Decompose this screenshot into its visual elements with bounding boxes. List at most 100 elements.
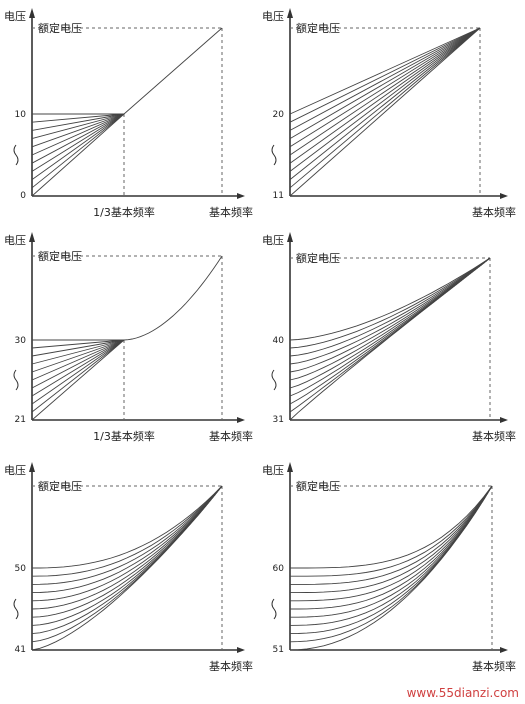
vf-pattern-curve — [290, 485, 493, 618]
pattern-top-tick: 30 — [15, 336, 27, 346]
vf-pattern-curve — [31, 113, 125, 172]
vf-pattern-curve — [31, 339, 125, 397]
x-axis-arrow — [500, 647, 508, 653]
vf-pattern-curve — [289, 257, 491, 357]
vf-common-line — [123, 27, 223, 115]
vf-pattern-curve — [31, 113, 125, 164]
vf-pattern-curve — [289, 257, 491, 341]
base-frequency-label: 基本频率 — [209, 205, 253, 219]
pattern-top-tick: 40 — [273, 336, 285, 346]
vf-pattern-curve — [289, 485, 493, 643]
vf-pattern-curve — [289, 485, 493, 651]
vf-pattern-curve — [289, 27, 481, 148]
x-axis-arrow — [500, 193, 508, 199]
rated-voltage-label: 额定电压 — [296, 21, 340, 35]
vf-pattern-curve — [31, 485, 223, 643]
vf-pattern-curve — [31, 339, 125, 357]
range-break-mark — [13, 369, 19, 391]
vf-pattern-curve — [31, 339, 125, 373]
vf-pattern-curve — [290, 485, 493, 602]
range-break-mark — [13, 144, 19, 166]
x-axis-arrow — [500, 417, 508, 423]
y-axis-arrow — [287, 462, 293, 472]
vf-pattern-curve — [31, 485, 223, 594]
vf-pattern-curve — [289, 257, 491, 373]
y-axis-label: 电压 — [262, 10, 284, 23]
base-frequency-label: 基本频率 — [472, 659, 516, 673]
vf-pattern-curve — [31, 113, 125, 123]
pattern-bottom-tick: 41 — [15, 645, 26, 655]
pattern-top-tick: 50 — [15, 564, 27, 574]
vf-pattern-curve — [289, 27, 481, 164]
vf-pattern-curve — [31, 339, 125, 365]
y-axis-arrow — [29, 232, 35, 242]
vf-pattern-curve — [31, 113, 125, 180]
rated-voltage-label: 额定电压 — [38, 21, 82, 35]
vf-pattern-curve — [289, 27, 481, 156]
vf-pattern-curve — [31, 113, 125, 140]
vf-pattern-curve — [289, 27, 481, 180]
rated-voltage-label: 额定电压 — [296, 479, 340, 493]
pattern-bottom-tick: 0 — [20, 191, 26, 201]
vf-pattern-curve — [289, 257, 491, 349]
third-base-frequency-label: 1/3基本频率 — [93, 205, 155, 219]
vf-pattern-curve — [290, 485, 493, 585]
y-axis-label: 电压 — [262, 234, 284, 247]
pattern-bottom-tick: 21 — [15, 415, 26, 425]
vf-pattern-curve — [289, 27, 481, 189]
vf-pattern-curve — [31, 113, 125, 131]
y-axis-label: 电压 — [4, 234, 26, 247]
base-frequency-label: 基本频率 — [209, 659, 253, 673]
vf-pattern-curve — [31, 339, 125, 381]
vf-pattern-curve — [31, 485, 223, 602]
pattern-bottom-tick: 31 — [273, 415, 284, 425]
rated-voltage-label: 额定电压 — [38, 479, 82, 493]
pattern-bottom-tick: 11 — [273, 191, 284, 201]
y-axis-arrow — [29, 462, 35, 472]
vf-pattern-curve — [31, 485, 223, 635]
vf-pattern-curve — [31, 113, 125, 156]
range-break-mark — [271, 369, 277, 391]
pattern-top-tick: 20 — [273, 110, 285, 120]
vf-pattern-curve — [31, 485, 223, 585]
rated-voltage-label: 额定电压 — [296, 251, 340, 265]
x-axis-arrow — [237, 417, 245, 423]
y-axis-arrow — [287, 232, 293, 242]
base-frequency-label: 基本频率 — [209, 429, 253, 443]
y-axis-label: 电压 — [4, 10, 26, 23]
third-base-frequency-label: 1/3基本频率 — [93, 429, 155, 443]
vf-common-curve — [123, 255, 223, 341]
vf-pattern-curve — [289, 27, 481, 139]
vf-pattern-curve — [290, 485, 493, 610]
x-axis-arrow — [237, 193, 245, 199]
vf-pattern-curve — [31, 485, 223, 626]
vf-pattern-curve — [31, 485, 223, 618]
vf-pattern-curve — [290, 485, 493, 577]
pattern-bottom-tick: 51 — [273, 645, 284, 655]
vf-pattern-curve — [31, 339, 125, 389]
vf-pattern-curve — [289, 485, 493, 626]
pattern-top-tick: 10 — [15, 110, 27, 120]
range-break-mark — [271, 144, 277, 166]
vf-pattern-curve — [31, 485, 223, 610]
vf-pattern-curve — [31, 485, 223, 651]
vf-pattern-curve — [289, 27, 481, 123]
vf-pattern-curve — [31, 113, 125, 197]
vf-pattern-curve — [289, 27, 481, 197]
vf-pattern-curve — [31, 339, 125, 405]
y-axis-label: 电压 — [4, 464, 26, 477]
rated-voltage-label: 额定电压 — [38, 249, 82, 263]
vf-pattern-curve — [31, 339, 125, 349]
y-axis-arrow — [287, 8, 293, 18]
vf-pattern-curve — [31, 113, 125, 148]
vf-pattern-curve — [289, 27, 481, 131]
vf-pattern-curve — [31, 485, 223, 577]
vf-pattern-curve — [290, 485, 493, 594]
pattern-top-tick: 60 — [273, 564, 285, 574]
watermark: www.55dianzi.com — [406, 686, 519, 700]
vf-pattern-curve — [31, 339, 125, 421]
vf-pattern-curve — [31, 113, 125, 189]
range-break-mark — [13, 598, 19, 620]
vf-pattern-curve — [32, 485, 223, 569]
x-axis-arrow — [237, 647, 245, 653]
